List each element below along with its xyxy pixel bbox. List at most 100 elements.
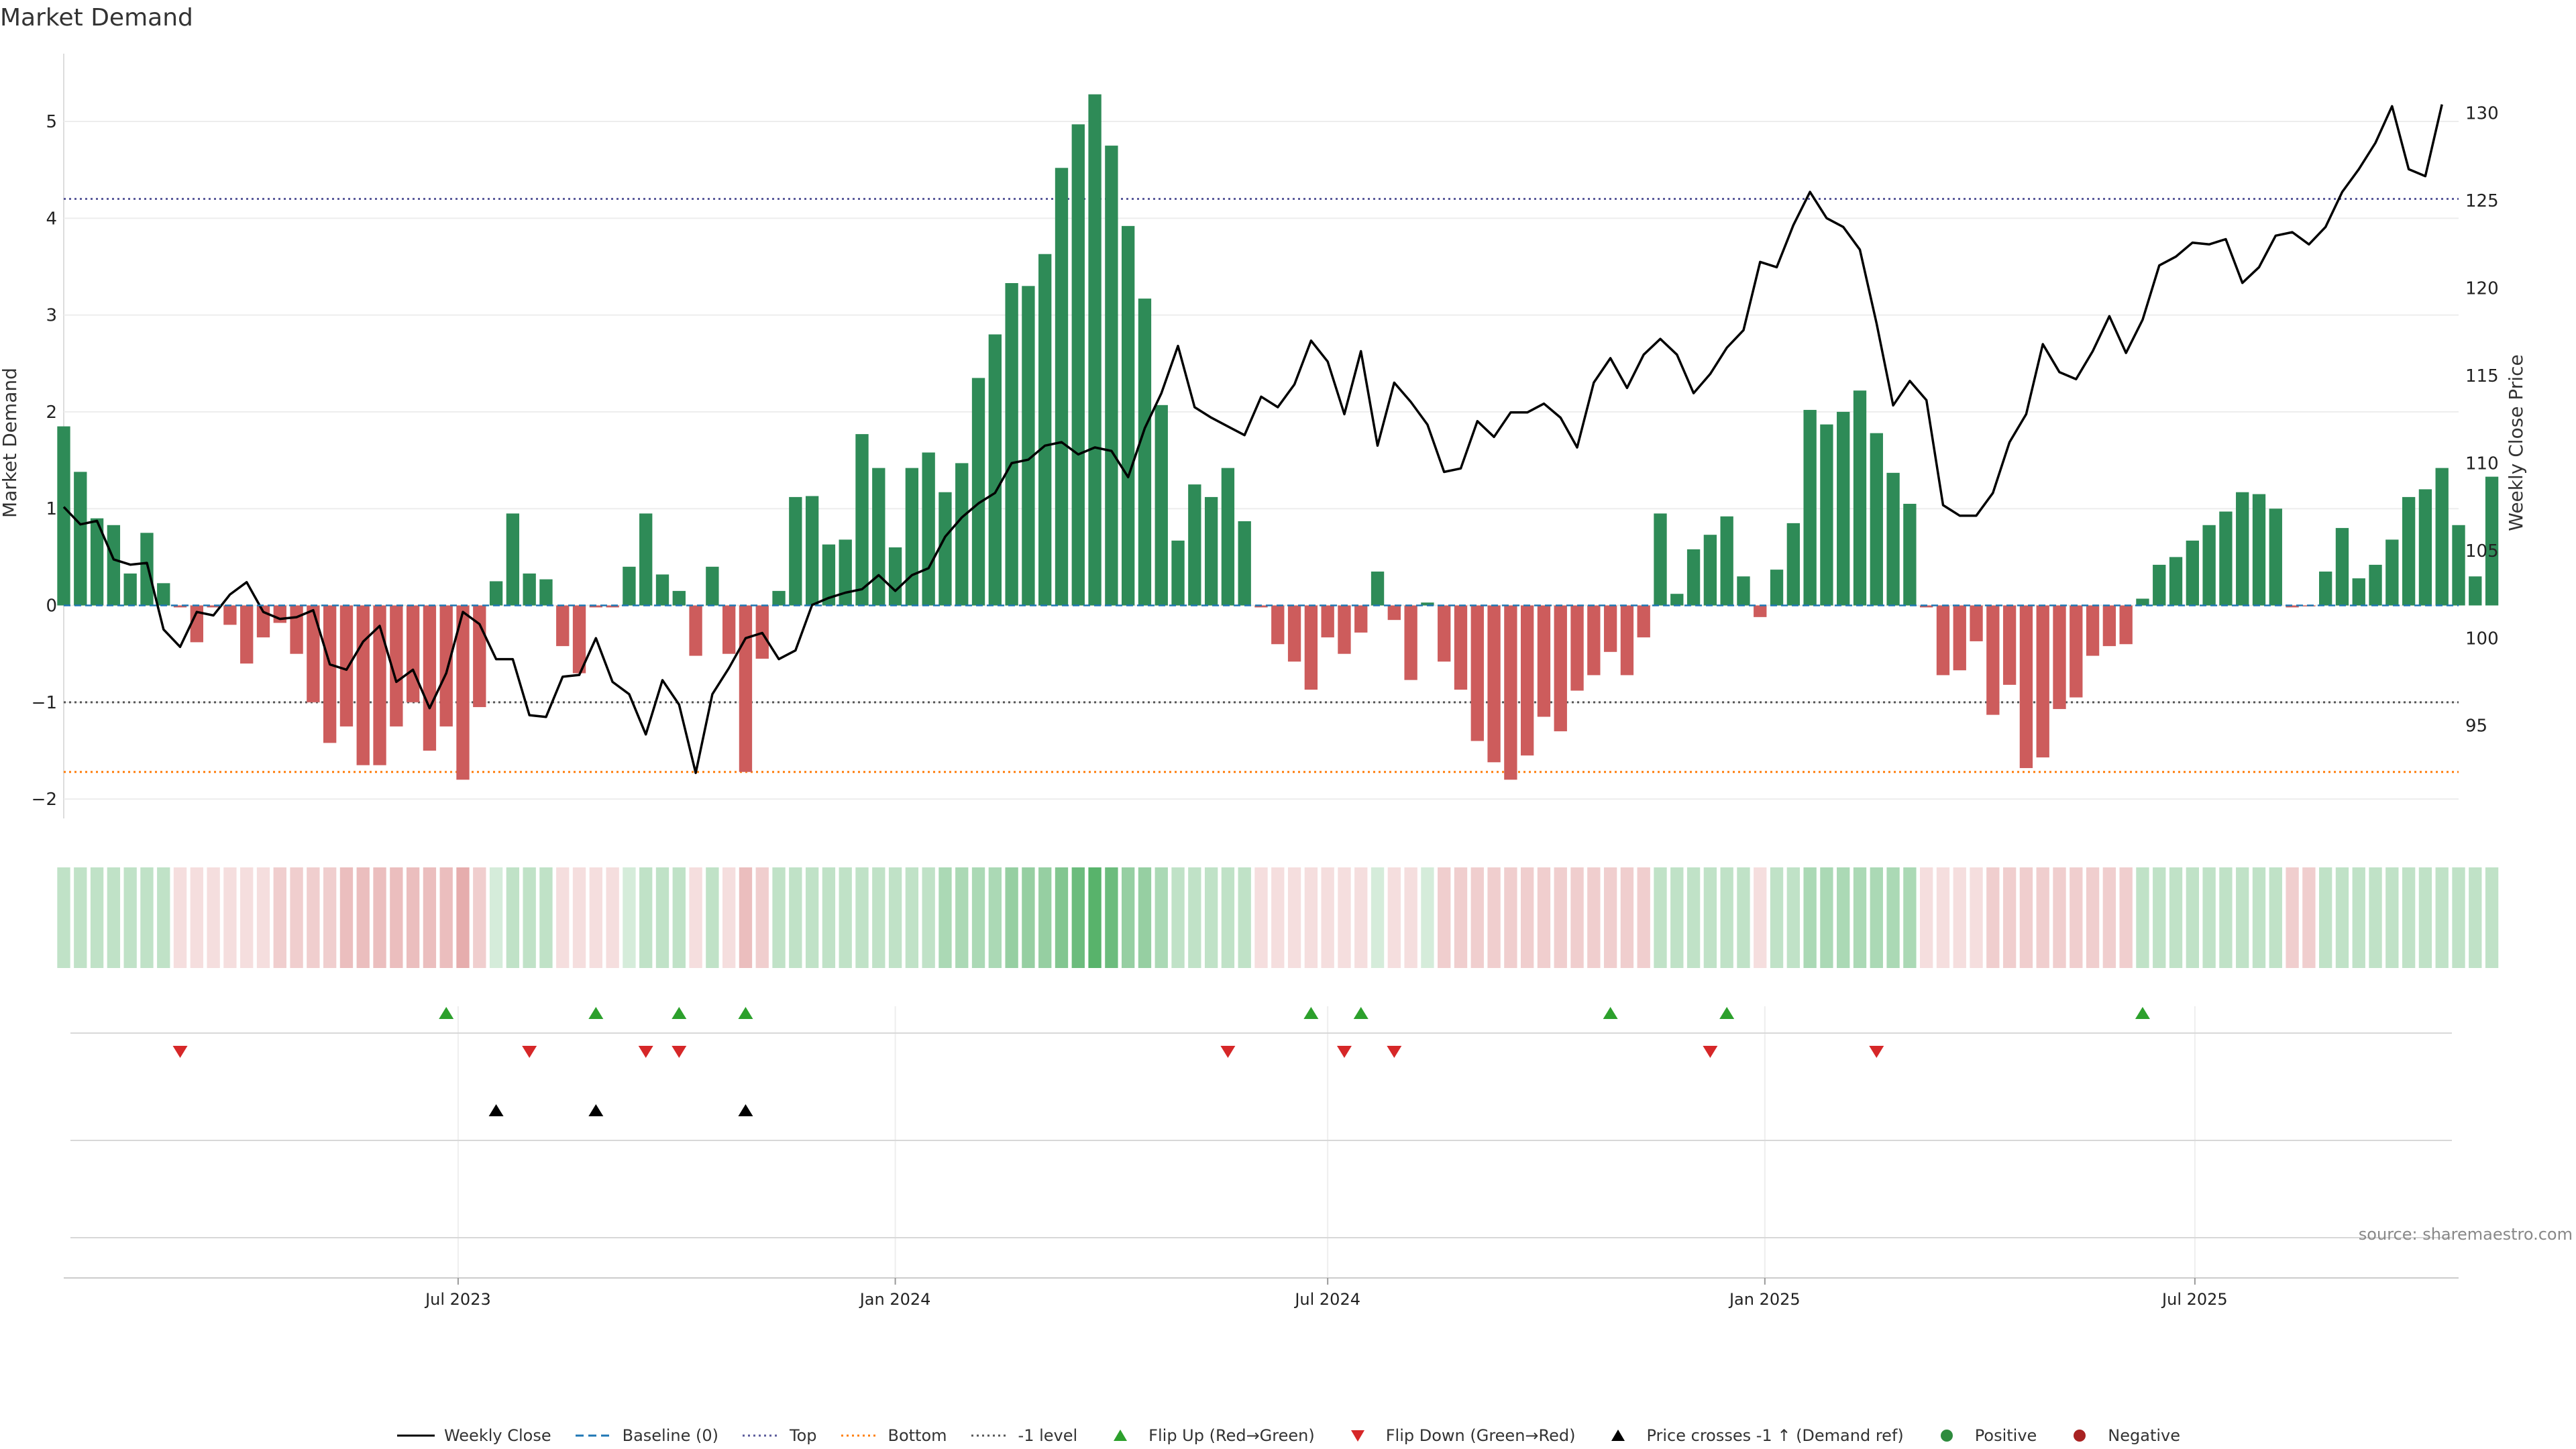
demand-bar xyxy=(1487,605,1501,763)
heat-cell xyxy=(456,867,470,968)
heat-cell xyxy=(1454,867,1468,968)
heat-cell xyxy=(2485,867,2499,968)
heat-cell xyxy=(1438,867,1451,968)
demand-bar xyxy=(2352,578,2365,606)
x-tick-label: Jul 2023 xyxy=(424,1290,491,1309)
heat-cell xyxy=(506,867,520,968)
heat-cell xyxy=(589,867,603,968)
demand-bar xyxy=(1470,605,1484,741)
heat-cell xyxy=(1038,867,1052,968)
demand-bar xyxy=(789,496,802,606)
demand-bar xyxy=(1737,576,1750,606)
heat-cell xyxy=(722,867,736,968)
heat-cell xyxy=(2186,867,2200,968)
heat-cell xyxy=(1287,867,1301,968)
demand-bar xyxy=(2435,468,2449,606)
heat-cell xyxy=(2335,867,2349,968)
heat-cell xyxy=(988,867,1002,968)
demand-bar xyxy=(1421,602,1434,606)
flip-down-marker xyxy=(1869,1046,1884,1058)
demand-bar xyxy=(439,605,453,727)
demand-bar xyxy=(1620,605,1634,676)
legend-item: Baseline (0) xyxy=(574,1426,718,1445)
heat-cell xyxy=(2002,867,2017,968)
demand-bar xyxy=(1188,484,1201,606)
demand-bar xyxy=(307,605,320,702)
demand-bar xyxy=(2186,540,2200,606)
demand-bar xyxy=(1570,605,1584,691)
heat-cell xyxy=(739,867,753,968)
demand-bar xyxy=(1155,405,1168,606)
heat-cell xyxy=(1737,867,1750,968)
weekly-close-series xyxy=(62,104,2443,774)
legend-item: Flip Up (Red→Green) xyxy=(1100,1426,1315,1445)
demand-heat-strip xyxy=(57,867,2499,968)
heat-cell xyxy=(1022,867,1035,968)
heat-cell xyxy=(839,867,852,968)
demand-bar xyxy=(1105,146,1118,606)
heat-cell xyxy=(2318,867,2332,968)
demand-bar xyxy=(2202,525,2216,606)
heat-cell xyxy=(207,867,220,968)
demand-bar xyxy=(373,605,386,765)
heat-cell xyxy=(2070,867,2083,968)
demand-bar xyxy=(2219,511,2233,606)
heat-cell xyxy=(1853,867,1867,968)
heat-cell xyxy=(855,867,869,968)
y2-tick-label: 115 xyxy=(2465,366,2499,386)
heat-cell xyxy=(2418,867,2432,968)
heat-cell xyxy=(489,867,503,968)
legend-item: -1 level xyxy=(970,1426,1077,1445)
demand-bar xyxy=(2153,564,2166,606)
heat-cell xyxy=(157,867,170,968)
y2-tick-label: 95 xyxy=(2465,716,2487,737)
weekly-close-line xyxy=(62,104,2443,774)
demand-bar xyxy=(1870,433,1883,606)
heat-cell xyxy=(223,867,237,968)
demand-bar xyxy=(1055,168,1069,606)
demand-bar xyxy=(1287,605,1301,662)
heat-cell xyxy=(140,867,154,968)
heat-cell xyxy=(2352,867,2365,968)
flip-up-marker xyxy=(2135,1007,2150,1019)
price-cross-marker xyxy=(588,1104,604,1116)
demand-bars xyxy=(57,94,2499,780)
heat-cell xyxy=(805,867,819,968)
demand-bar xyxy=(1970,605,1983,641)
demand-bar xyxy=(123,573,137,606)
heat-cell xyxy=(339,867,354,968)
demand-bar xyxy=(1703,535,1717,606)
demand-bar xyxy=(1986,605,2000,715)
demand-bar xyxy=(623,566,636,606)
y-tick-label: 1 xyxy=(46,499,57,519)
demand-bar xyxy=(506,513,520,606)
heat-cell xyxy=(1820,867,1833,968)
flip-up-marker xyxy=(1603,1007,1618,1019)
heat-cell xyxy=(2169,867,2183,968)
legend-swatch xyxy=(1350,1430,1364,1442)
demand-bar xyxy=(2236,492,2249,606)
heat-cell xyxy=(1254,867,1268,968)
heat-cell xyxy=(523,867,536,968)
demand-bar xyxy=(2418,489,2432,606)
heat-cell xyxy=(1570,867,1584,968)
heat-cell xyxy=(2219,867,2233,968)
demand-bar xyxy=(456,605,470,780)
heat-cell xyxy=(1304,867,1318,968)
heat-cell xyxy=(1754,867,1767,968)
demand-bar xyxy=(905,468,919,606)
flip-down-marker xyxy=(672,1046,687,1058)
demand-bar xyxy=(390,605,403,727)
demand-bar xyxy=(988,334,1002,606)
demand-bar xyxy=(1387,605,1401,621)
chart-legend: Weekly Close Baseline (0) Top Bottom -1 leve… xyxy=(0,1422,2576,1449)
heat-cell xyxy=(1554,867,1567,968)
flip-up-marker xyxy=(1719,1007,1735,1019)
heat-cell xyxy=(556,867,570,968)
reference-lines xyxy=(64,197,2459,773)
legend-swatch xyxy=(1611,1430,1625,1441)
y2-axis-label: Weekly Close Price xyxy=(2505,354,2527,531)
heat-cell xyxy=(1703,867,1717,968)
legend-label: Positive xyxy=(1974,1426,2037,1445)
